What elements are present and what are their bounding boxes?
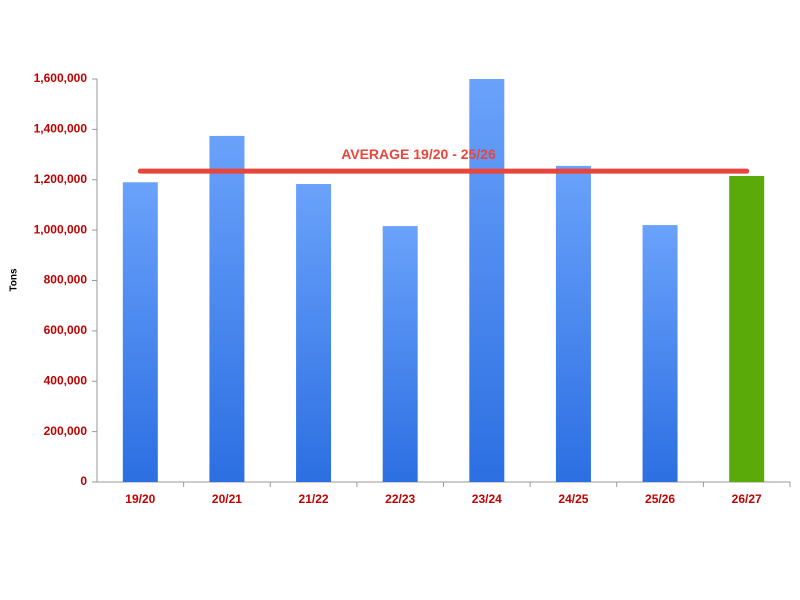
y-tick-label: 1,000,000: [34, 222, 88, 236]
x-tick-label: 24/25: [558, 492, 588, 506]
bar: [296, 184, 332, 483]
x-tick-label: 19/20: [125, 492, 155, 506]
y-tick-label: 400,000: [44, 373, 88, 387]
x-tick-label: 25/26: [645, 492, 675, 506]
bar: [382, 226, 418, 482]
bar: [729, 175, 765, 483]
bar: [469, 79, 505, 482]
x-tick-label: 26/27: [732, 492, 762, 506]
y-tick-label: 0: [80, 474, 87, 488]
x-tick-label: 20/21: [212, 492, 242, 506]
bar: [555, 165, 591, 482]
x-tick-label: 23/24: [472, 492, 502, 506]
y-axis-label: Tons: [9, 268, 20, 292]
y-tick-label: 800,000: [44, 273, 88, 287]
average-label: AVERAGE 19/20 - 25/26: [341, 146, 496, 162]
bar: [209, 135, 245, 482]
y-tick-label: 1,200,000: [34, 172, 88, 186]
y-tick-label: 600,000: [44, 323, 88, 337]
y-tick-label: 200,000: [44, 424, 88, 438]
bar: [642, 225, 678, 482]
y-tick-label: 1,600,000: [34, 71, 88, 85]
x-tick-label: 22/23: [385, 492, 415, 506]
y-tick-label: 1,400,000: [34, 122, 88, 136]
bar: [122, 182, 158, 483]
x-tick-label: 21/22: [299, 492, 329, 506]
